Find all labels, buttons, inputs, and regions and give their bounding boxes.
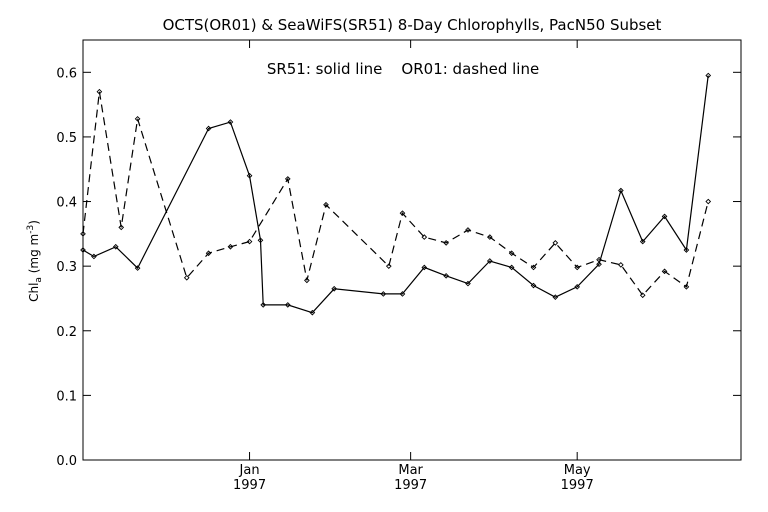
plot-frame — [82, 39, 742, 461]
data-point — [530, 264, 537, 271]
y-axis-label: Chla (mg m-3) — [26, 220, 44, 302]
data-point — [552, 240, 559, 246]
data-point — [246, 238, 253, 245]
data-point — [380, 291, 387, 297]
data-point — [118, 224, 125, 231]
x-tick-month-label: Jan — [239, 463, 260, 478]
y-tick-label: 0.1 — [56, 389, 77, 404]
data-point — [205, 125, 212, 132]
data-point — [304, 277, 310, 284]
data-point — [443, 273, 449, 279]
data-point — [486, 234, 493, 240]
data-point — [134, 265, 141, 271]
data-point — [421, 234, 428, 240]
data-point — [705, 72, 712, 79]
y-tick-label: 0.2 — [56, 325, 77, 340]
y-tick-label: 0.6 — [56, 66, 77, 81]
series-line-or01 — [82, 91, 709, 297]
data-point — [80, 247, 86, 253]
data-point — [574, 283, 581, 290]
data-point — [183, 274, 190, 281]
data-point — [284, 302, 291, 308]
data-point — [257, 237, 264, 244]
line-style-annotation: SR51: solid line OR01: dashed line — [267, 60, 539, 78]
data-point — [486, 258, 493, 264]
x-tick-year-label: 1997 — [394, 478, 427, 493]
data-point — [661, 213, 668, 220]
x-tick-year-label: 1997 — [561, 478, 594, 493]
data-point — [331, 285, 338, 292]
x-tick-year-label: 1997 — [233, 478, 266, 493]
data-point — [246, 172, 253, 179]
y-label-subscript: a — [34, 277, 44, 283]
data-point — [399, 210, 406, 217]
data-point — [260, 302, 267, 308]
data-point — [465, 227, 471, 233]
data-point — [618, 262, 624, 268]
y-label-close: ) — [27, 220, 41, 225]
data-point — [443, 240, 449, 246]
data-point — [323, 201, 329, 208]
data-point — [683, 283, 690, 290]
y-label-base: Chl — [27, 283, 41, 302]
data-point — [96, 88, 103, 95]
data-point — [227, 119, 234, 125]
data-point — [205, 250, 212, 257]
data-point — [552, 294, 559, 301]
data-point — [596, 261, 602, 268]
data-point — [112, 243, 119, 250]
data-point — [639, 238, 646, 245]
series-sr51 — [80, 72, 712, 316]
y-tick-label: 0.4 — [56, 196, 77, 211]
data-point — [91, 253, 97, 260]
data-point — [574, 264, 581, 271]
data-point — [683, 247, 690, 253]
data-point — [134, 115, 141, 122]
data-point — [618, 187, 624, 194]
data-point — [284, 176, 291, 182]
series-layer — [80, 72, 712, 316]
data-point — [385, 263, 392, 269]
data-point — [80, 231, 86, 237]
chart-title: OCTS(OR01) & SeaWiFS(SR51) 8-Day Chlorop… — [163, 16, 662, 34]
y-axis: 0.0 0.1 0.2 0.3 0.4 0.5 0.6 — [56, 66, 741, 469]
series-line-sr51 — [82, 75, 709, 314]
y-label-exponent: -3 — [26, 225, 36, 234]
y-tick-label: 0.3 — [56, 260, 77, 275]
x-tick-month-label: May — [564, 463, 591, 478]
data-point — [421, 264, 428, 271]
data-point — [309, 309, 316, 316]
data-point — [465, 280, 471, 287]
y-tick-label: 0.0 — [56, 454, 77, 469]
plot-area: 0.00.10.20.30.40.50.6 Jan1997Mar1997May1… — [56, 39, 742, 493]
data-point — [530, 282, 537, 289]
y-tick-label: 0.5 — [56, 131, 77, 146]
y-label-unit: (mg m — [27, 234, 41, 277]
data-point — [639, 292, 646, 299]
data-point — [508, 264, 515, 271]
data-point — [399, 291, 406, 297]
data-point — [508, 250, 515, 257]
series-or01 — [80, 88, 712, 299]
data-point — [596, 256, 602, 263]
data-point — [661, 268, 668, 275]
x-tick-month-label: Mar — [398, 463, 423, 478]
data-point — [705, 198, 712, 205]
data-point — [227, 243, 234, 250]
